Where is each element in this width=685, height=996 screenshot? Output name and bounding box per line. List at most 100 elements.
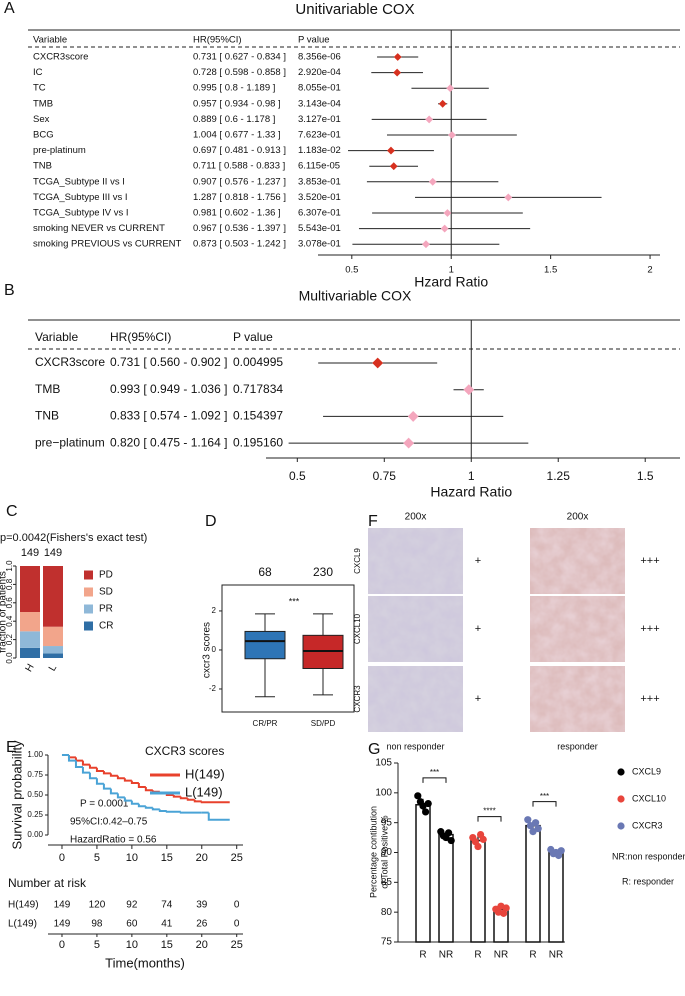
- survival-step: [151, 807, 160, 811]
- p-value: 5.543e-01: [298, 223, 341, 234]
- panel-label: E: [6, 739, 17, 756]
- data-point: [447, 836, 455, 845]
- variable: IC: [33, 67, 43, 78]
- hr-ci: 0.889 [ 0.6 - 1.178 ]: [193, 114, 275, 125]
- legend-label: CXCR3: [632, 820, 663, 830]
- risk-row-label: H(149): [8, 900, 39, 911]
- hr-ci: 0.981 [ 0.602 - 1.36 ]: [193, 208, 281, 219]
- risk-axis-label: 5: [94, 939, 100, 951]
- p-value: 6.307e-01: [298, 208, 341, 219]
- hr-ci: 0.731 [ 0.627 - 0.834 ]: [193, 52, 286, 63]
- hr-marker: [389, 162, 398, 171]
- x-tick-label: 15: [161, 852, 173, 864]
- bar-segment: [20, 631, 40, 648]
- legend-label: CR: [99, 621, 113, 632]
- p-value: 8.055e-01: [298, 83, 341, 94]
- hr-marker: [372, 357, 384, 369]
- survival-step: [207, 812, 230, 821]
- survival-step: [137, 783, 146, 788]
- p-value: 0.717834: [233, 382, 283, 396]
- hr-ci: 0.697 [ 0.481 - 0.913 ]: [193, 145, 286, 156]
- survival-step: [102, 771, 111, 775]
- variable: TCGA_Subtype IV vs I: [33, 208, 129, 219]
- x-tick-label: L: [47, 663, 60, 674]
- data-point: [534, 825, 542, 833]
- y-axis-label: cxcr3 scores: [202, 622, 213, 678]
- survival-step: [88, 764, 97, 769]
- hr-ci: 0.993 [ 0.949 - 1.036 ]: [110, 382, 227, 396]
- data-point: [479, 835, 487, 843]
- p-value: 3.127e-01: [298, 114, 341, 125]
- significance: ****: [483, 807, 495, 816]
- count-label: 230: [313, 565, 333, 579]
- hr-marker: [440, 224, 449, 233]
- y-tick-label: 0.00: [27, 830, 43, 839]
- risk-count: 0: [234, 919, 240, 930]
- variable: TC: [33, 83, 46, 94]
- data-point: [445, 829, 453, 837]
- annotation: HazardRatio = 0.56: [70, 835, 157, 846]
- hr-marker: [504, 193, 513, 202]
- bar-segment: [43, 566, 63, 627]
- column-header: Variable: [33, 35, 67, 46]
- survival-step: [95, 778, 104, 785]
- variable: CXCR3score: [33, 52, 88, 63]
- significance: ***: [430, 768, 439, 777]
- p-value: 2.920e-04: [298, 67, 341, 78]
- risk-count: 41: [161, 919, 173, 930]
- survival-step: [88, 772, 97, 780]
- x-tick-label: R: [529, 950, 536, 961]
- bar: [470, 839, 486, 943]
- hr-marker: [443, 209, 452, 217]
- hr-marker: [463, 384, 475, 396]
- column-header: Variable: [35, 330, 78, 344]
- hr-ci: 1.287 [ 0.818 - 1.756 ]: [193, 192, 286, 203]
- y-axis-label: fraction of patients: [0, 571, 9, 653]
- x-tick-label: 5: [94, 852, 100, 864]
- bar: [415, 804, 431, 943]
- row-label: CXCL9: [353, 548, 362, 574]
- variable: TMB: [35, 382, 60, 396]
- survival-step: [81, 767, 90, 774]
- survival-step: [179, 811, 202, 814]
- hr-ci: 0.820 [ 0.475 - 1.164 ]: [110, 435, 227, 449]
- p-value: 0.154397: [233, 409, 283, 423]
- data-point: [422, 808, 430, 816]
- legend-swatch: [84, 570, 93, 580]
- hr-marker: [387, 146, 395, 155]
- y-axis-label: Survival probability: [9, 740, 24, 850]
- column-header: HR(95%CI): [110, 330, 171, 344]
- variable: TCGA_Subtype II vs I: [33, 176, 125, 187]
- hr-ci: 0.967 [ 0.536 - 1.397 ]: [193, 223, 286, 234]
- hr-ci: 0.995 [ 0.8 - 1.189 ]: [193, 83, 275, 94]
- variable: CXCR3score: [35, 355, 105, 369]
- variable: BCG: [33, 130, 54, 141]
- risk-count: 60: [126, 919, 138, 930]
- plot-frame: [221, 584, 355, 713]
- survival-step: [67, 755, 76, 762]
- y-tick-label: 90: [381, 847, 393, 858]
- column-header: 200x: [405, 512, 427, 523]
- annotation: P = 0.0001: [80, 799, 129, 810]
- y-tick-label: 95: [381, 817, 393, 828]
- x-tick-label: 0: [59, 852, 65, 864]
- hr-marker: [438, 99, 447, 108]
- survival-step: [165, 810, 181, 813]
- legend-swatch: [84, 621, 93, 631]
- count-label: 149: [44, 547, 62, 559]
- data-point: [532, 819, 540, 827]
- bar-segment: [43, 626, 63, 647]
- score: +: [475, 693, 481, 705]
- survival-step: [74, 760, 83, 768]
- data-point: [524, 816, 532, 824]
- survival-step: [144, 806, 153, 809]
- x-tick-label: 0.5: [345, 265, 358, 276]
- legend-label: L(149): [185, 784, 223, 799]
- risk-axis-label: 10: [126, 939, 138, 951]
- y-tick-label: 0.75: [27, 770, 43, 779]
- survival-step: [200, 801, 230, 804]
- p-value: 3.078e-01: [298, 239, 341, 250]
- risk-axis-label: 0: [59, 939, 65, 951]
- p-value: 8.356e-06: [298, 52, 341, 63]
